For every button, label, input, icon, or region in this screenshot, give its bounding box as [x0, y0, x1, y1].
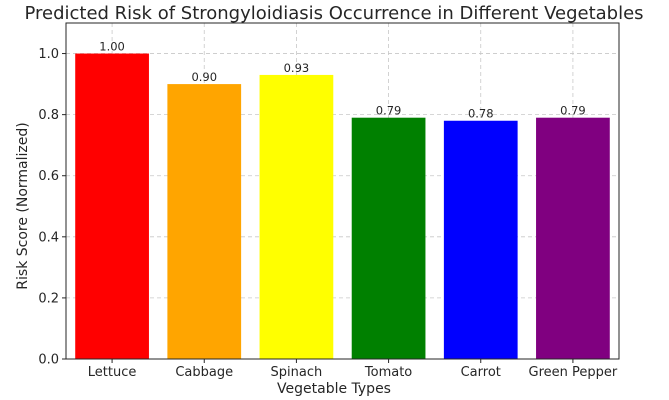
y-tick-label: 0.0 — [38, 353, 59, 368]
y-axis-label: Risk Score (Normalized) — [15, 122, 31, 289]
data-label: 0.78 — [468, 107, 494, 121]
data-label: 0.79 — [376, 104, 402, 118]
data-label: 0.93 — [284, 61, 310, 75]
bar-green-pepper — [536, 117, 610, 359]
y-tick-label: 0.8 — [38, 108, 59, 123]
data-label: 1.00 — [99, 40, 125, 54]
bars — [75, 53, 610, 359]
bar-tomato — [351, 117, 426, 359]
bar-cabbage — [167, 84, 242, 359]
data-label: 0.90 — [191, 70, 217, 84]
plot-frame — [65, 22, 620, 360]
axes — [65, 22, 620, 360]
y-tick-label: 0.6 — [38, 169, 59, 184]
y-tick-label: 0.2 — [38, 291, 59, 306]
x-axis-label: Vegetable Types — [277, 381, 391, 397]
x-tick-label: Green Pepper — [529, 365, 618, 380]
x-tick-label: Carrot — [461, 365, 501, 380]
chart-title: Predicted Risk of Strongyloidiasis Occur… — [24, 3, 643, 24]
x-tick-label: Spinach — [271, 365, 323, 380]
y-axis-ticks: 0.0 0.2 0.4 0.6 0.8 1.0 — [38, 47, 66, 368]
x-tick-label: Tomato — [364, 365, 412, 380]
bar-spinach — [259, 74, 334, 359]
bar-lettuce — [75, 53, 149, 359]
data-label: 0.79 — [560, 104, 586, 118]
y-tick-label: 0.4 — [38, 230, 59, 245]
y-tick-label: 1.0 — [38, 47, 59, 62]
data-labels: 1.00 0.90 0.93 0.79 0.78 0.79 — [99, 40, 585, 121]
bar-carrot — [443, 120, 518, 359]
x-tick-label: Cabbage — [175, 365, 233, 380]
x-tick-label: Lettuce — [88, 365, 137, 380]
x-axis-ticks: Lettuce Cabbage Spinach Tomato Carrot Green P… — [88, 359, 618, 380]
